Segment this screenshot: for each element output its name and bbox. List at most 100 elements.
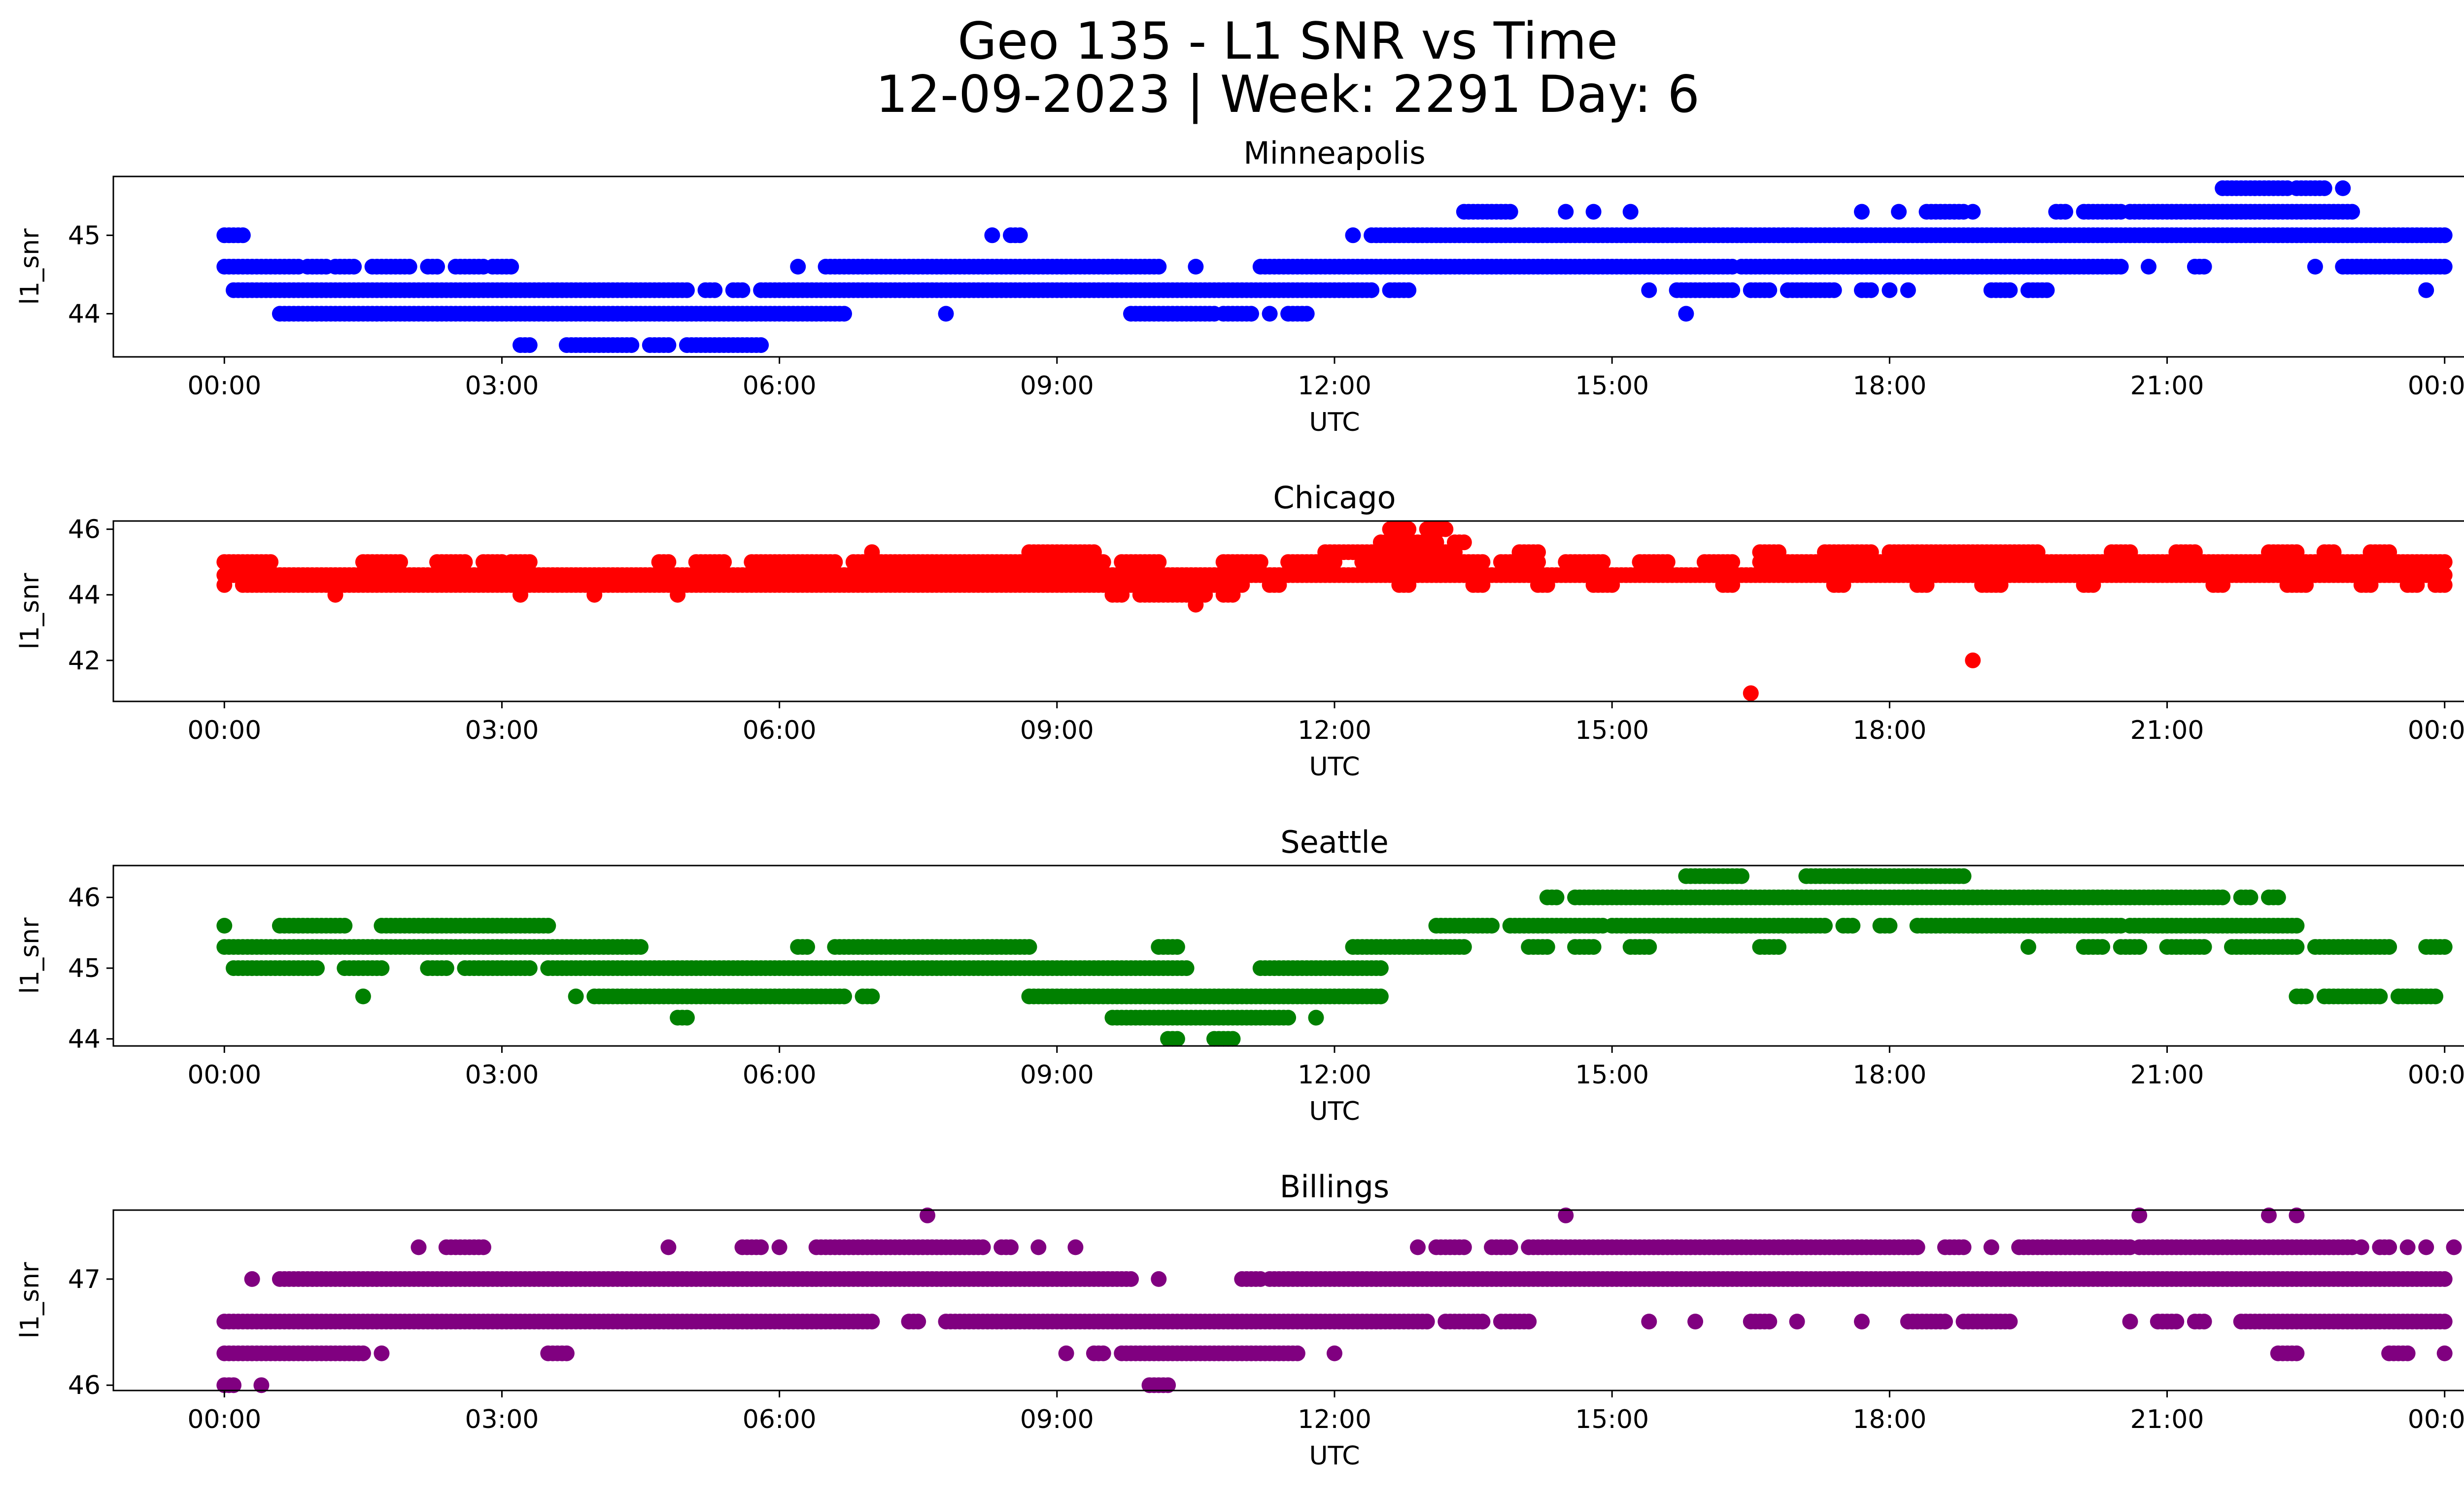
data-point [2436,1314,2453,1330]
x-tick-label: 12:00 [1298,1405,1371,1434]
data-point [1955,1239,1972,1255]
data-point [2289,1207,2305,1223]
data-point [2381,939,2397,955]
data-point [2002,1314,2018,1330]
data-point [864,1314,880,1330]
data-point [2446,1239,2462,1255]
data-point [1225,1031,1241,1047]
data-point [1761,1314,1778,1330]
data-point [1734,868,1749,884]
data-point [1743,685,1759,701]
data-point [2020,939,2036,955]
data-point [2289,918,2305,934]
data-point [1437,521,1454,537]
data-point [1539,939,1555,955]
x-tick-label: 21:00 [2130,1060,2204,1090]
data-point [1114,587,1130,603]
data-point [1863,282,1879,298]
x-tick-label: 12:00 [1298,716,1371,745]
data-point [2242,889,2259,905]
y-tick-label: 42 [68,646,101,676]
data-point [1456,534,1472,551]
data-points [216,180,2453,353]
data-points [216,868,2453,1047]
x-axis-label: UTC [1309,408,1360,437]
data-point [910,1314,926,1330]
x-tick-label: 03:00 [465,716,539,745]
subplot-title: Chicago [1273,480,1396,516]
subplot-chicago: 00:00 03:00 06:00 09:00 12:00 15:00 18:00 21:00… [15,480,2464,782]
figure-subtitle: 12-09-2023 | Week: 2291 Day: 6 [875,65,1700,124]
data-point [1188,259,1204,275]
data-point [1123,1271,1139,1287]
data-point [235,227,251,243]
data-point [1095,1345,1111,1361]
data-point [2131,939,2148,955]
data-point [660,337,677,353]
data-point [1937,1314,1953,1330]
data-point [1558,1207,1574,1223]
x-tick-label: 21:00 [2130,716,2204,745]
data-point [1585,204,1602,220]
data-point [984,227,1000,243]
x-tick-label: 06:00 [743,1405,817,1434]
data-point [1030,1239,1047,1255]
data-point [2372,988,2388,1005]
x-axis-label: UTC [1309,1097,1360,1126]
y-tick-label: 46 [68,515,101,545]
data-point [1845,918,1861,934]
data-point [1724,554,1741,570]
x-tick-label: 18:00 [1852,371,1926,401]
data-point [2122,1314,2138,1330]
data-point [1771,939,1787,955]
data-point [355,1345,371,1361]
data-point [827,554,843,570]
data-point [327,587,343,603]
x-tick-label: 00:00 [2408,371,2464,401]
data-point [1548,889,1565,905]
data-point [799,939,815,955]
data-point [586,587,603,603]
data-point [2399,1239,2416,1255]
data-point [1327,1345,1342,1361]
data-point [1252,554,1268,570]
y-tick-label: 44 [68,1025,101,1054]
data-point [753,1239,769,1255]
data-point [753,337,769,353]
data-point [1456,939,1472,955]
data-point [355,988,371,1005]
data-point [2187,544,2203,560]
data-point [1197,587,1213,603]
x-tick-label: 15:00 [1575,1060,1649,1090]
data-point [1521,1314,1537,1330]
data-point [2335,180,2351,196]
data-point [836,988,852,1005]
x-tick-label: 09:00 [1020,371,1094,401]
data-point [226,1377,241,1393]
data-point [2261,1207,2277,1223]
y-tick-label: 44 [68,299,101,329]
data-point [2298,988,2314,1005]
data-point [633,939,649,955]
data-point [1188,596,1204,613]
data-point [1372,960,1389,976]
data-point [1789,1314,1805,1330]
x-tick-label: 18:00 [1852,1060,1926,1090]
data-point [1178,960,1195,976]
data-point [521,960,538,976]
data-point [1345,227,1361,243]
data-point [1308,1009,1324,1026]
data-point [1456,1239,1472,1255]
data-point [771,1239,787,1255]
data-point [2436,567,2453,583]
data-point [836,306,852,322]
data-point [337,918,353,934]
data-point [1095,554,1111,570]
data-point [1678,306,1694,322]
x-tick-label: 21:00 [2130,1405,2204,1434]
subplot-minneapolis: 00:00 03:00 06:00 09:00 12:00 15:00 18:00 21:00… [15,135,2464,437]
data-point [1854,1314,1870,1330]
data-point [2113,259,2129,275]
data-point [2316,180,2332,196]
data-point [2381,1239,2397,1255]
